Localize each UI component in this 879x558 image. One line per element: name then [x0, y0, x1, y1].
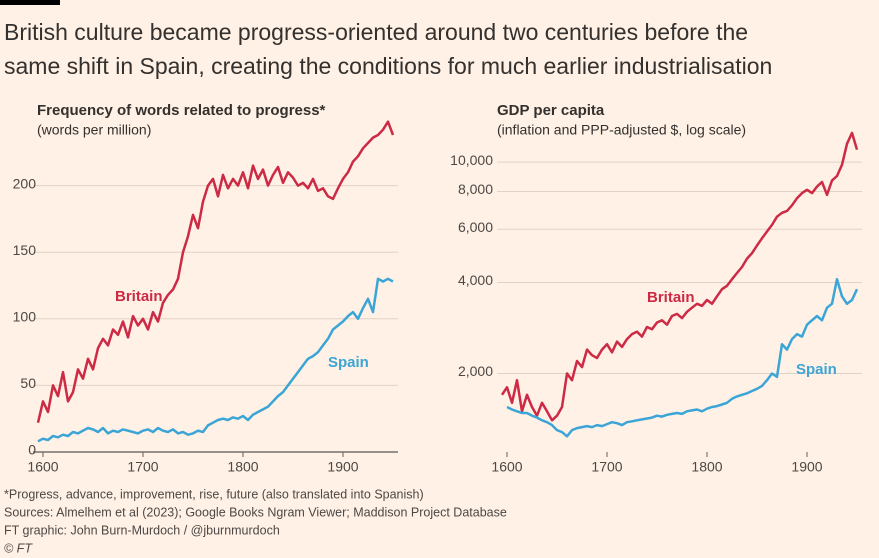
- y-tick-label: 200: [13, 175, 37, 191]
- y-tick-label: 150: [13, 242, 37, 258]
- series-label: Spain: [328, 354, 369, 371]
- y-tick-label: 6,000: [458, 219, 493, 235]
- panel-subtitle: (words per million): [37, 122, 151, 138]
- y-tick-label: 4,000: [458, 272, 493, 288]
- series-line: [36, 120, 395, 423]
- x-tick-label: 1700: [591, 459, 622, 475]
- series-label: Britain: [647, 289, 695, 306]
- y-tick-label: 100: [13, 309, 37, 325]
- series-line: [500, 131, 859, 422]
- y-tick-label: 50: [20, 375, 36, 391]
- x-tick-label: 1900: [327, 459, 358, 475]
- x-tick-label: 1900: [791, 459, 822, 475]
- panel-subtitle: (inflation and PPP-adjusted $, log scale…: [497, 122, 746, 138]
- x-tick-label: 1700: [127, 459, 158, 475]
- y-tick-label: 2,000: [458, 363, 493, 379]
- footnote: © FT: [4, 541, 33, 555]
- series-line: [37, 277, 394, 443]
- y-tick-label: 10,000: [450, 152, 493, 168]
- x-tick-label: 1600: [491, 459, 522, 475]
- panel-title: GDP per capita: [497, 102, 605, 119]
- brand-bar: [0, 0, 60, 5]
- x-tick-label: 1600: [27, 459, 58, 475]
- series-line: [506, 277, 859, 438]
- x-tick-label: 1800: [691, 459, 722, 475]
- footnote: *Progress, advance, improvement, rise, f…: [4, 487, 424, 501]
- y-tick-label: 0: [28, 442, 36, 458]
- title-line: same shift in Spain, creating the condit…: [4, 53, 772, 79]
- footnote: Sources: Almelhem et al (2023); Google B…: [4, 505, 507, 519]
- footnote: FT graphic: John Burn-Murdoch / @jburnmu…: [4, 523, 280, 537]
- series-label: Britain: [115, 288, 163, 305]
- panel-title: Frequency of words related to progress*: [37, 102, 326, 119]
- title-line: British culture became progress-oriented…: [4, 19, 748, 45]
- x-tick-label: 1800: [227, 459, 258, 475]
- series-label: Spain: [796, 361, 837, 378]
- y-tick-label: 8,000: [458, 181, 493, 197]
